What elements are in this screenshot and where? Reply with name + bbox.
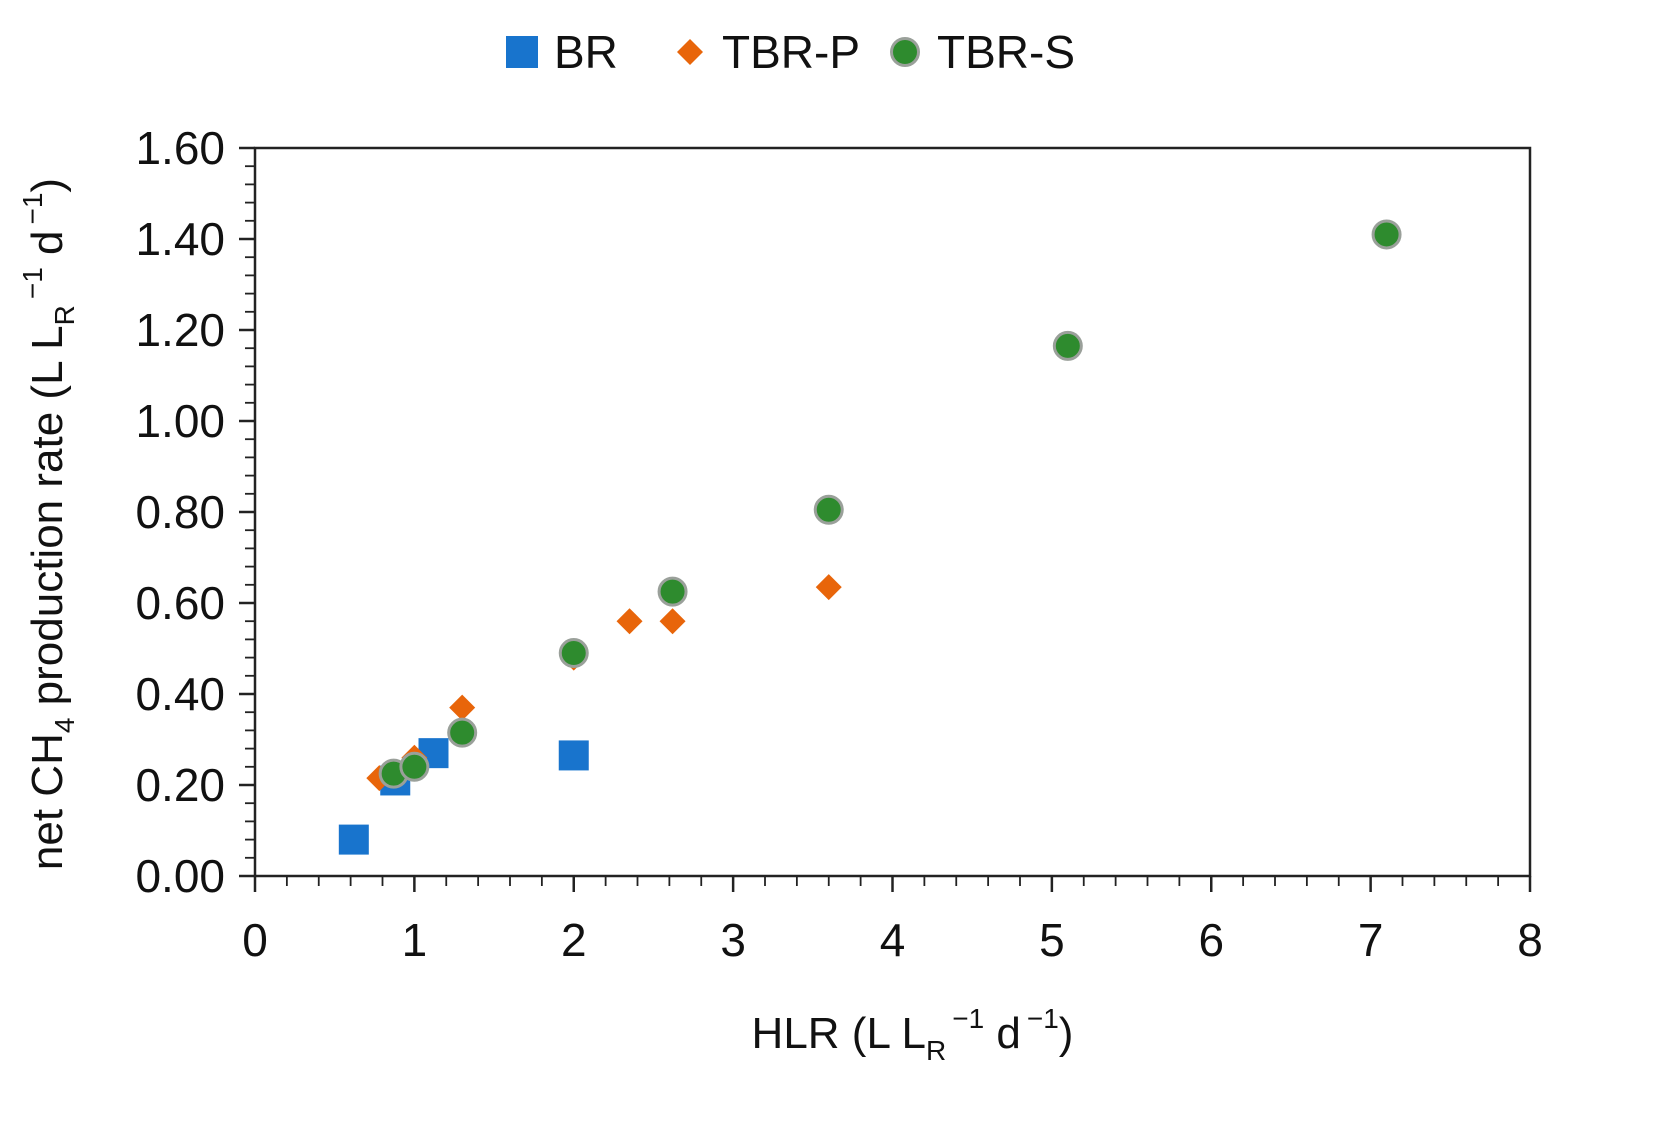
data-point [1052,330,1083,361]
x-tick-label: 0 [242,914,268,966]
data-point [657,576,688,607]
axis-tick-labels: 0 1 2 3 4 5 6 7 8 0.00 0.20 0.40 0.60 0.80 1.00 1.20 1.4… [135,122,1542,966]
data-point [399,751,430,782]
y-tick-label: 1.20 [135,304,225,356]
legend-marker [506,36,538,68]
series-tbr-s [378,219,1402,789]
y-tick-label: 1.60 [135,122,225,174]
legend-marker [677,39,703,65]
y-tick-label: 0.00 [135,850,225,902]
y-tick-label: 0.40 [135,668,225,720]
y-tick-label: 0.80 [135,486,225,538]
legend-label: BR [554,26,618,78]
x-tick-label: 3 [720,914,746,966]
legend-label: TBR-P [722,26,860,78]
series-br [338,738,589,855]
data-point [449,694,476,721]
legend-item-br: BR [506,26,618,78]
y-tick-label: 1.40 [135,213,225,265]
x-tick-label: 2 [561,914,587,966]
data-point [338,824,369,855]
x-tick-label: 4 [880,914,906,966]
legend: BR TBR-P TBR-S [506,26,1075,78]
y-tick-label: 0.60 [135,577,225,629]
data-points [338,219,1402,855]
data-point [616,608,643,635]
x-tick-label: 7 [1358,914,1384,966]
x-tick-label: 6 [1198,914,1224,966]
x-tick-label: 8 [1517,914,1543,966]
legend-marker [890,37,920,67]
legend-item-tbr-p: TBR-P [677,26,860,78]
data-point [1371,219,1402,250]
data-point [558,638,589,669]
data-point [447,717,478,748]
data-point [659,608,686,635]
x-axis-title: HLR (L LR−1 d −1) [752,1003,1074,1066]
y-tick-label: 0.20 [135,759,225,811]
data-point [558,740,589,771]
x-tick-label: 5 [1039,914,1065,966]
data-point [813,494,844,525]
y-tick-label: 1.00 [135,395,225,447]
legend-item-tbr-s: TBR-S [890,26,1075,78]
legend-label: TBR-S [937,26,1075,78]
data-point [815,574,842,601]
x-tick-label: 1 [402,914,428,966]
y-axis-title: net CH4 production rate (L LR−1 d−1) [17,178,80,870]
axis-ticks [239,146,1532,892]
